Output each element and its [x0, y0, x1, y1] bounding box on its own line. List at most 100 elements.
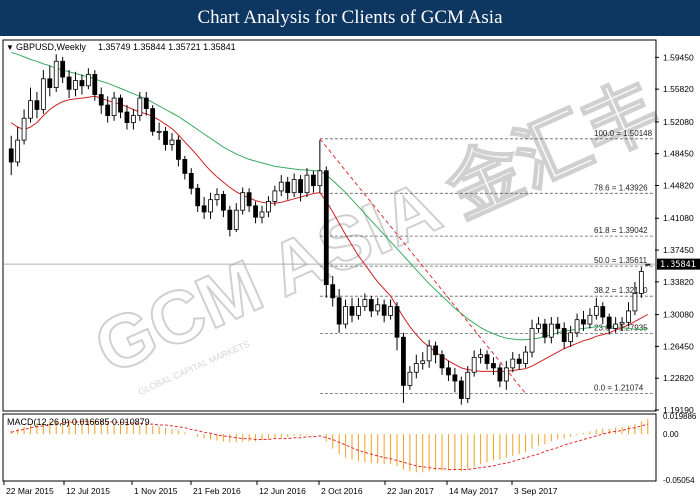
candle: [465, 366, 471, 403]
x-tick-label: 12 Jul 2015: [66, 486, 110, 496]
page-title: Chart Analysis for Clients of GCM Asia: [0, 0, 700, 36]
candle: [130, 109, 136, 130]
candle: [381, 299, 387, 323]
candle: [118, 94, 123, 119]
candle: [484, 350, 490, 370]
candle: [619, 317, 625, 332]
candle: [266, 196, 271, 218]
candle: [336, 289, 342, 333]
candle: [613, 317, 619, 333]
macd-tick-label: 0.00: [663, 430, 679, 439]
candle: [214, 188, 220, 206]
x-tick-label: 14 May 2017: [449, 486, 498, 496]
candle: [433, 341, 438, 364]
price-axis: 1.59450 1.55820 1.52080 1.48450 1.44820 1.410…: [655, 52, 694, 415]
y-tick-label: 1.55820: [663, 84, 694, 94]
candle: [626, 302, 631, 326]
candle: [195, 183, 201, 212]
candle: [233, 203, 239, 233]
candle: [330, 275, 336, 307]
candle: [491, 357, 496, 375]
y-tick-label: 1.19190: [663, 405, 694, 415]
fib-label: 100.0 = 1.50148: [594, 129, 653, 138]
candle: [523, 345, 529, 368]
macd-tick-label: -0.05054: [663, 476, 695, 485]
price-panel: [2, 39, 657, 412]
fibonacci-levels: 100.0 = 1.50148 78.6 = 1.43926 61.8 = 1.39…: [319, 129, 655, 394]
macd-signal-line: [11, 420, 648, 470]
candle: [182, 155, 188, 180]
fib-label: 61.8 = 1.39042: [594, 226, 648, 235]
fib-label: 0.0 = 1.21074: [594, 383, 644, 392]
y-tick-label: 1.30080: [663, 310, 694, 320]
candle: [79, 74, 85, 95]
y-tick-label: 1.37450: [663, 245, 694, 255]
candle: [471, 350, 477, 377]
fib-label: 38.2 = 1.32180: [594, 286, 648, 295]
x-tick-label: 22 Mar 2015: [6, 486, 54, 496]
candle: [259, 205, 265, 224]
candle: [317, 140, 323, 193]
candle: [349, 297, 355, 323]
time-axis: 22 Mar 2015 12 Jul 2015 1 Nov 2015 21 Feb 2…: [3, 481, 558, 496]
x-tick-label: 2 Oct 2016: [321, 486, 363, 496]
candle: [28, 87, 33, 123]
y-tick-label: 1.59450: [663, 52, 694, 62]
candle: [503, 360, 509, 390]
candle: [510, 352, 516, 373]
candle: [574, 313, 580, 338]
candle: [143, 91, 149, 116]
x-tick-label: 22 Jan 2017: [387, 486, 434, 496]
candle: [632, 282, 638, 316]
x-tick-label: 3 Sep 2017: [514, 486, 558, 496]
candle: [446, 360, 451, 382]
candle: [561, 322, 567, 349]
candle: [92, 70, 98, 101]
y-tick-label: 1.33820: [663, 277, 694, 287]
candle: [343, 299, 348, 329]
candle: [555, 317, 561, 335]
candle: [375, 297, 381, 316]
candle: [548, 317, 554, 344]
candles: [8, 54, 651, 405]
fib-label: 78.6 = 1.43926: [594, 183, 648, 192]
symbol-label: GBPUSD,Weekly: [16, 42, 86, 52]
candle: [176, 135, 181, 167]
y-tick-label: 1.44820: [663, 180, 694, 190]
candle: [304, 168, 310, 198]
candle: [529, 319, 535, 358]
candle: [606, 313, 612, 335]
x-tick-label: 1 Nov 2015: [134, 486, 178, 496]
candle: [240, 187, 246, 215]
candle: [227, 205, 233, 237]
y-tick-label: 1.22820: [663, 373, 694, 383]
candle: [150, 105, 156, 136]
candle: [201, 197, 207, 219]
candle: [246, 188, 252, 212]
ohlc-label: 1.35749 1.35844 1.35721 1.35841: [98, 42, 236, 52]
candle: [401, 332, 406, 403]
candle: [298, 175, 303, 202]
candle: [253, 201, 258, 224]
candle: [53, 54, 59, 92]
candle: [638, 267, 644, 298]
candle: [426, 339, 432, 368]
menu-triangle-icon[interactable]: ▼: [6, 43, 14, 52]
candle: [311, 170, 316, 193]
macd-panel: [2, 413, 657, 482]
candle: [645, 263, 651, 266]
candle: [323, 166, 329, 298]
candle: [452, 367, 458, 393]
candle: [169, 133, 175, 151]
candle: [66, 70, 72, 99]
candle: [188, 168, 194, 195]
candle: [581, 310, 586, 332]
candle: [407, 366, 413, 390]
candle: [60, 56, 66, 84]
candle: [8, 135, 14, 176]
candle: [593, 297, 599, 320]
candle: [285, 176, 291, 200]
x-tick-label: 12 Jun 2016: [259, 486, 306, 496]
candle: [362, 293, 368, 311]
candle: [73, 71, 78, 97]
